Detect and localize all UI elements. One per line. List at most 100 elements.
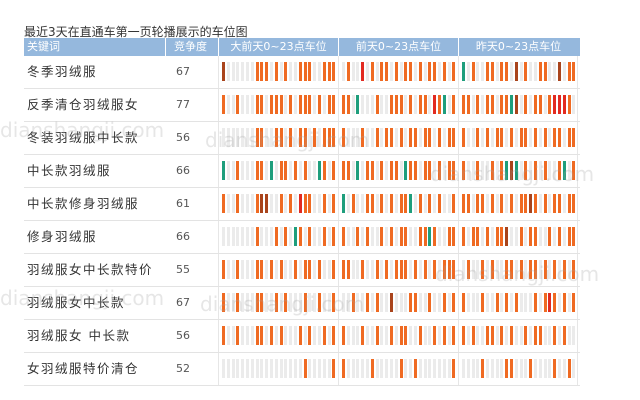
hour-bar-empty [226, 95, 230, 114]
hour-bar-empty [399, 62, 403, 81]
hour-bar-orange [390, 161, 393, 180]
hour-bar-orange [332, 227, 336, 246]
hour-bar-orange [390, 227, 393, 246]
hour-bar-orange [543, 161, 547, 180]
hour-bar-orange [481, 293, 485, 312]
hour-bar-empty [270, 293, 273, 312]
hour-bar-empty [361, 227, 365, 246]
day-strip-2 [458, 320, 578, 352]
position-table: 关键词 竞争度 大前天0~23点车位 前天0~23点车位 昨天0~23点车位 冬… [24, 38, 580, 386]
hour-bar-empty [313, 95, 317, 114]
hour-bar-brown [529, 194, 533, 213]
hour-bar-empty [500, 293, 504, 312]
hour-bar-empty [327, 194, 331, 213]
hour-bar-empty [308, 161, 312, 180]
hour-bar-empty [279, 62, 283, 81]
hour-bar-orange [486, 128, 489, 147]
hour-bar-orange [500, 227, 504, 246]
hour-bar-empty [519, 161, 523, 180]
hour-bar-orange [553, 293, 557, 312]
hour-bar-orange [567, 227, 571, 246]
hour-bar-orange [519, 194, 523, 213]
hour-bar-orange [409, 161, 413, 180]
hour-bar-empty [414, 62, 417, 81]
hour-bar-orange [327, 62, 331, 81]
hour-bar-orange [524, 161, 528, 180]
hour-bar-orange [265, 62, 269, 81]
hour-bar-orange [418, 227, 422, 246]
hour-bar-empty [423, 359, 427, 378]
hour-bar-empty [418, 359, 422, 378]
hour-bar-empty [409, 326, 413, 345]
hour-bar-empty [231, 326, 235, 345]
hour-bar-empty [231, 260, 235, 279]
hour-bar-orange [519, 260, 523, 279]
hour-bar-empty [250, 62, 254, 81]
hour-bar-empty [250, 227, 254, 246]
hour-bar-empty [351, 128, 355, 147]
hour-bar-empty [313, 62, 317, 81]
hour-bar-orange [490, 161, 494, 180]
header-yesterday: 昨天0~23点车位 [458, 38, 578, 56]
hour-bar-empty [375, 359, 379, 378]
hour-bar-empty [327, 227, 331, 246]
hour-bar-empty [318, 227, 321, 246]
hour-bar-empty [313, 194, 317, 213]
hour-bar-orange [519, 227, 523, 246]
hour-bar-orange [524, 326, 528, 345]
chart-title: 最近3天在直通车第一页轮播展示的车位图 [24, 25, 248, 39]
hour-bar-empty [241, 194, 245, 213]
hour-bar-empty [346, 128, 350, 147]
hour-bar-orange [375, 128, 379, 147]
hour-bar-orange [346, 260, 350, 279]
hour-bar-orange [222, 293, 225, 312]
hour-bar-orange [322, 161, 326, 180]
hour-bar-orange [289, 95, 293, 114]
hour-bar-red [548, 293, 552, 312]
hour-bar-empty [222, 128, 225, 147]
hour-bar-empty [490, 227, 494, 246]
hour-bar-orange [572, 194, 576, 213]
hour-bar-empty [481, 326, 485, 345]
keyword-cell: 冬季羽绒服 [27, 64, 98, 79]
hour-bar-empty [548, 260, 552, 279]
day-strip-2 [458, 89, 578, 121]
hour-bar-orange [529, 359, 533, 378]
hour-bar-orange [270, 326, 273, 345]
hour-bar-empty [274, 260, 278, 279]
hour-bar-empty [226, 359, 230, 378]
hour-bar-orange [481, 359, 485, 378]
hour-bar-orange [442, 326, 446, 345]
hour-bar-orange [476, 194, 480, 213]
hour-bar-orange [433, 326, 437, 345]
hour-bar-empty [284, 260, 288, 279]
hour-bar-empty [250, 293, 254, 312]
hour-bar-orange [572, 293, 576, 312]
hour-bar-empty [438, 260, 441, 279]
hour-bar-orange [394, 260, 398, 279]
hour-bar-empty [226, 62, 230, 81]
competition-cell: 77 [176, 98, 190, 111]
hour-bar-empty [284, 95, 288, 114]
hour-bar-empty [558, 359, 561, 378]
hour-bar-orange [500, 95, 504, 114]
hour-bar-orange [255, 326, 259, 345]
day-strip-2 [458, 155, 578, 187]
day-strip-0 [218, 287, 338, 319]
hour-bar-empty [294, 359, 297, 378]
hour-bar-orange [318, 260, 321, 279]
hour-bar-empty [399, 293, 403, 312]
hour-bar-orange [562, 326, 566, 345]
hour-bar-orange [500, 62, 504, 81]
hour-bar-brown [510, 161, 513, 180]
header-keyword: 关键词 [27, 40, 60, 53]
hour-bar-empty [308, 128, 312, 147]
hour-bar-empty [380, 260, 384, 279]
competition-cell: 56 [176, 329, 190, 342]
competition-cell: 67 [176, 296, 190, 309]
day-strip-1 [338, 56, 458, 88]
hour-bar-orange [385, 62, 389, 81]
hour-bar-orange [562, 293, 566, 312]
hour-bar-empty [567, 326, 571, 345]
hour-bar-empty [519, 293, 523, 312]
